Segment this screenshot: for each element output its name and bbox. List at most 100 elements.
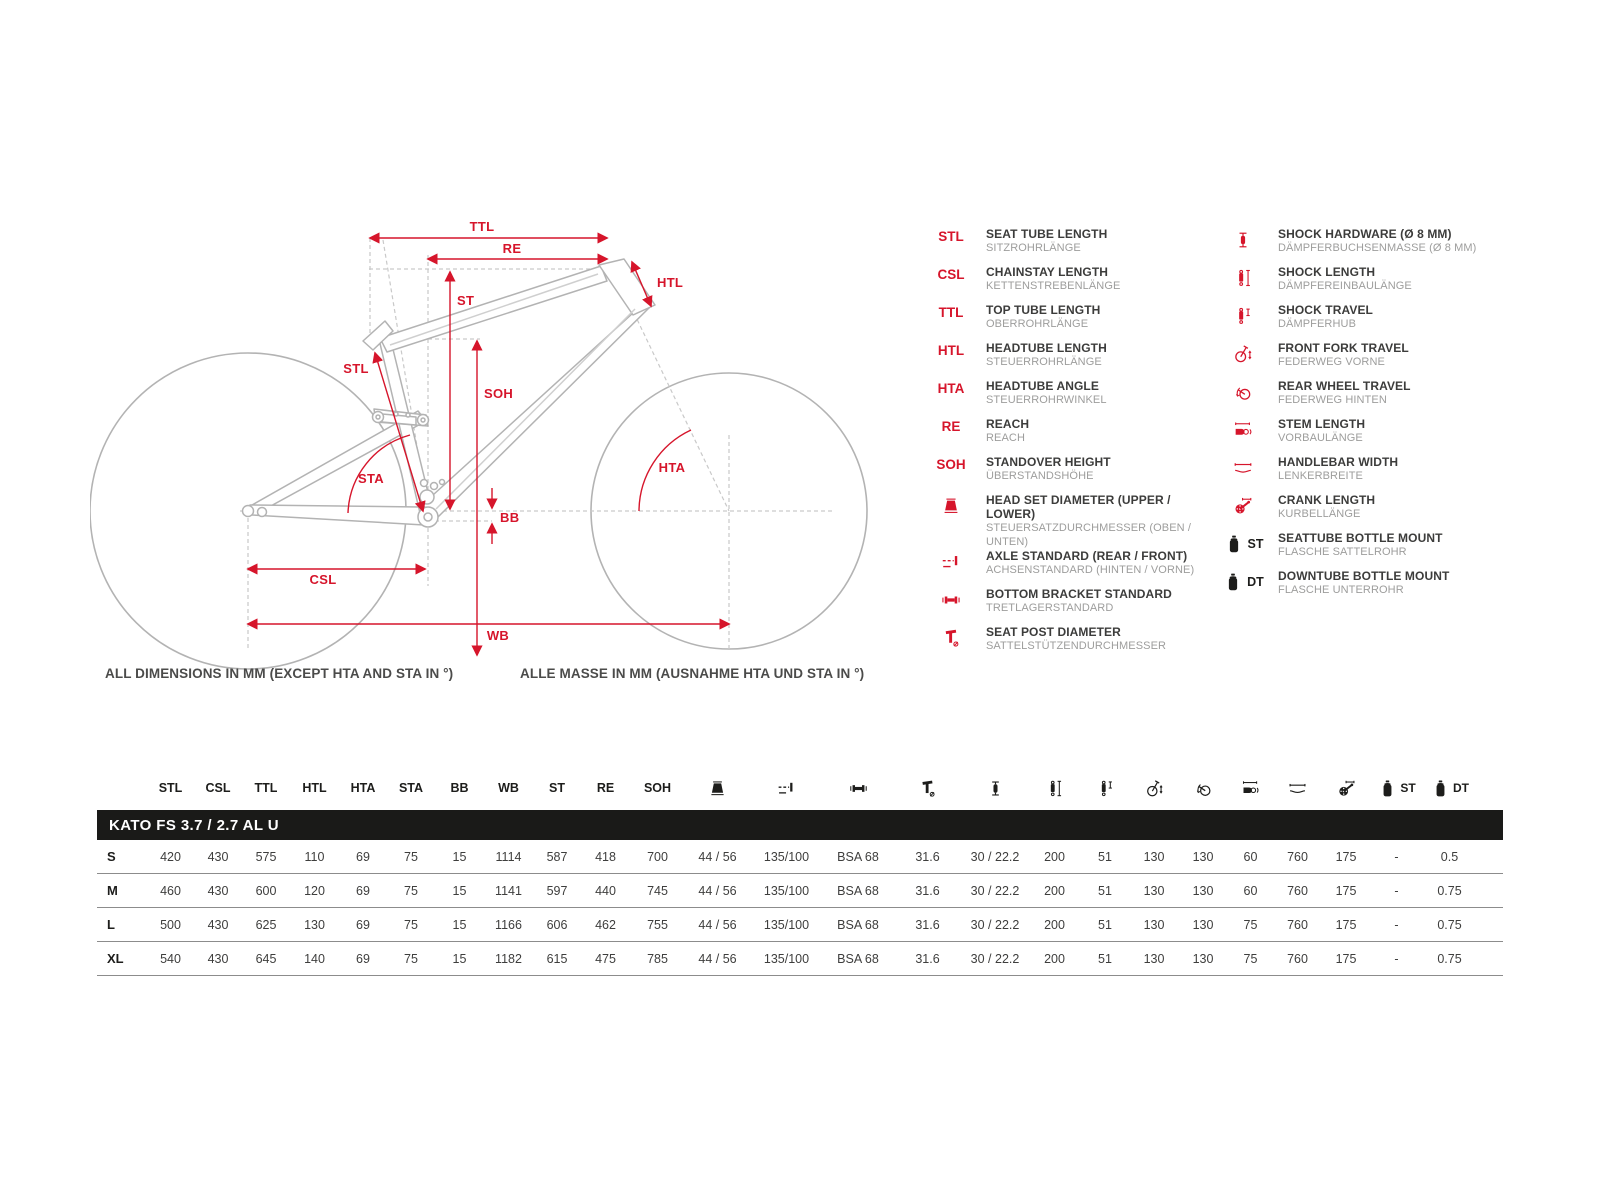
- col-header-htl: HTL: [302, 781, 327, 795]
- legend-row: SHOCK LENGTH DÄMPFEREINBAULÄNGE: [1220, 265, 1535, 303]
- legend-term-en: REAR WHEEL TRAVEL: [1278, 379, 1411, 393]
- legend-row: SEAT POST DIAMETER SATTELSTÜTZENDURCHMES…: [928, 625, 1220, 663]
- cell: 75: [1243, 951, 1258, 966]
- cell: 69: [356, 917, 370, 932]
- legend-term-en: CRANK LENGTH: [1278, 493, 1376, 507]
- geometry-diagram: TTL RE HTL ST STL SOH STA HTA BB CSL WB: [90, 219, 868, 670]
- bottle-icon: [1430, 778, 1451, 799]
- cell: 1166: [495, 917, 522, 932]
- legend-tag: DT: [1247, 575, 1264, 589]
- col-header-st: ST: [549, 781, 565, 795]
- head-tube: [598, 258, 656, 316]
- cell: 120: [304, 883, 325, 898]
- col-header-csl: CSL: [205, 781, 231, 795]
- legend-abbr: SOH: [936, 457, 966, 472]
- cell: 130: [1143, 849, 1165, 864]
- legend-term-de: OBERROHRLÄNGE: [986, 318, 1089, 330]
- cell: 69: [356, 951, 370, 966]
- legend-term-en: SHOCK TRAVEL: [1278, 303, 1373, 317]
- legend-term-de: STEUERROHRWINKEL: [986, 394, 1107, 406]
- legend-row: SHOCK HARDWARE (Ø 8 MM) DÄMPFERBUCHSENMA…: [1220, 227, 1535, 265]
- cell: 75: [404, 917, 418, 932]
- col-header-stem-length-icon: [1227, 778, 1274, 799]
- shock-length-icon: [1232, 267, 1254, 289]
- cell: 175: [1335, 883, 1357, 898]
- col-header-headset-icon: [685, 778, 750, 799]
- legend-term-de: STEUERSATZDURCHMESSER (OBEN / UNTEN): [986, 522, 1191, 548]
- cell: 462: [595, 917, 616, 932]
- cell: 460: [160, 883, 181, 898]
- cell: 760: [1287, 917, 1308, 932]
- stem-length-icon: [1240, 778, 1261, 799]
- units-note-en: ALL DIMENSIONS IN MM (EXCEPT HTA AND STA…: [105, 666, 454, 681]
- col-header-hta: HTA: [350, 781, 376, 795]
- legend-term-en: HEADTUBE LENGTH: [986, 341, 1107, 355]
- legend-term-en: SHOCK LENGTH: [1278, 265, 1376, 279]
- legend-term-en: TOP TUBE LENGTH: [986, 303, 1101, 317]
- legend-key: [1220, 417, 1266, 441]
- legend-abbr: HTA: [937, 381, 965, 396]
- cell: 130: [1192, 849, 1214, 864]
- cell: 500: [160, 917, 181, 932]
- cell: 597: [546, 883, 568, 898]
- seatpost-icon: [917, 778, 938, 799]
- cell: 615: [546, 951, 568, 966]
- cell: 606: [546, 917, 568, 932]
- legend-abbr: RE: [941, 419, 961, 434]
- cell: 51: [1098, 917, 1112, 932]
- cell: 760: [1287, 883, 1308, 898]
- cell: 755: [647, 917, 668, 932]
- legend-row: ST SEATTUBE BOTTLE MOUNT FLASCHE SATTELR…: [1220, 531, 1535, 569]
- dimension-labels: TTL RE HTL ST STL SOH STA HTA BB CSL WB: [310, 219, 686, 643]
- col-header-rear-wheel-travel-icon: [1179, 778, 1227, 799]
- label-wb: WB: [487, 628, 509, 643]
- legend-column-left: STL SEAT TUBE LENGTH SITZROHRLÄNGE CSL C…: [928, 227, 1220, 663]
- cell: 745: [647, 883, 668, 898]
- cell: 15: [452, 917, 467, 932]
- cell: 440: [595, 883, 616, 898]
- cell: -: [1394, 917, 1399, 932]
- front-fork-travel-icon: [1144, 778, 1165, 799]
- legend-row: CSL CHAINSTAY LENGTH KETTENSTREBENLÄNGE: [928, 265, 1220, 303]
- col-header-tag: DT: [1453, 781, 1469, 795]
- col-header-wb: WB: [498, 781, 519, 795]
- cell: 200: [1044, 951, 1065, 966]
- legend-row: HANDLEBAR WIDTH LENKERBREITE: [1220, 455, 1535, 493]
- legend-term-en: STEM LENGTH: [1278, 417, 1366, 431]
- legend-term-en: DOWNTUBE BOTTLE MOUNT: [1278, 569, 1450, 583]
- shock-travel-icon: [1095, 778, 1116, 799]
- dim-hta-arc: [638, 429, 692, 512]
- legend-key: SOH: [928, 455, 974, 472]
- cell: 44 / 56: [698, 951, 737, 966]
- bottle-icon: [1222, 571, 1244, 593]
- cell: 31.6: [915, 917, 940, 932]
- legend-term-de: STEUERROHRLÄNGE: [986, 356, 1102, 368]
- cell: 420: [160, 849, 181, 864]
- legend-row: HTL HEADTUBE LENGTH STEUERROHRLÄNGE: [928, 341, 1220, 379]
- bottle-icon: [1223, 533, 1245, 555]
- cell: 69: [356, 849, 370, 864]
- headset-icon: [707, 778, 728, 799]
- cell: 1141: [495, 883, 522, 898]
- cell: 130: [1192, 951, 1214, 966]
- cell: 200: [1044, 883, 1065, 898]
- size-label: M: [107, 883, 118, 898]
- cell: -: [1394, 951, 1399, 966]
- col-header-stl: STL: [158, 781, 183, 795]
- label-st: ST: [457, 293, 474, 308]
- col-header-axle-icon: [750, 778, 823, 799]
- legend-term-de: FLASCHE UNTERROHR: [1278, 584, 1404, 596]
- legend-term-en: FRONT FORK TRAVEL: [1278, 341, 1409, 355]
- stem-length-icon: [1232, 419, 1254, 441]
- legend-term-en: SEATTUBE BOTTLE MOUNT: [1278, 531, 1443, 545]
- legend-term-en: SEAT TUBE LENGTH: [986, 227, 1108, 241]
- lower-link: [419, 478, 429, 488]
- legend-row: HEAD SET DIAMETER (UPPER / LOWER) STEUER…: [928, 493, 1220, 549]
- legend-key: [1220, 265, 1266, 289]
- label-hta: HTA: [659, 460, 686, 475]
- cell: 135/100: [763, 951, 810, 966]
- cell: BSA 68: [837, 849, 879, 864]
- cell: 587: [546, 849, 568, 864]
- cell: 15: [452, 883, 467, 898]
- cell: 15: [452, 951, 467, 966]
